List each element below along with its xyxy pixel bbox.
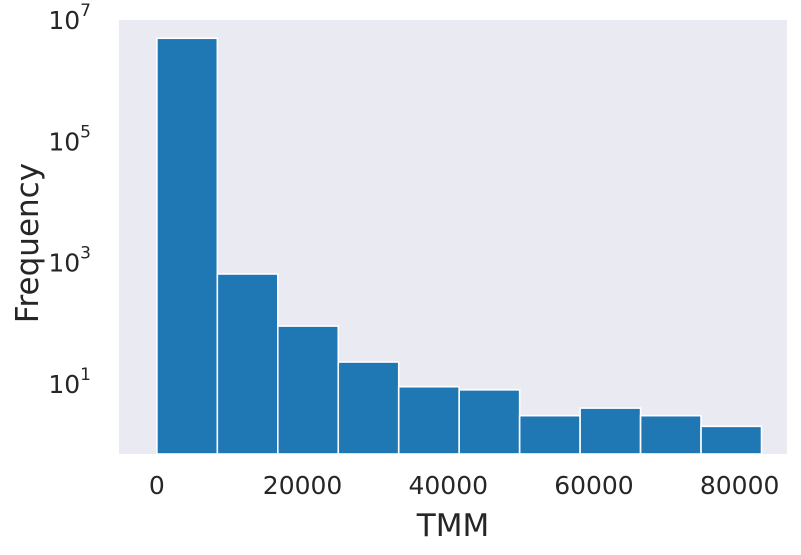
y-axis-ticks: 101 103 105 107 — [48, 1, 91, 399]
x-tick-label: 0 — [149, 471, 165, 500]
y-tick-label: 101 — [48, 365, 91, 399]
x-axis-ticks: 0 20000 40000 60000 80000 — [149, 471, 779, 500]
histogram-bar-5 — [397, 385, 460, 455]
histogram-bar-9 — [639, 414, 702, 455]
histogram-bar-4 — [337, 361, 400, 455]
histogram-bars — [156, 37, 763, 455]
y-axis-label: Frequency — [10, 163, 46, 323]
histogram-bar-3 — [277, 325, 340, 455]
histogram-bar-10 — [700, 425, 763, 455]
x-tick-label: 20000 — [263, 471, 343, 500]
x-axis-label: TMM — [416, 508, 489, 544]
y-tick-label: 105 — [48, 122, 91, 156]
histogram-bar-7 — [518, 414, 581, 455]
x-tick-label: 80000 — [700, 471, 780, 500]
x-tick-label: 40000 — [408, 471, 488, 500]
y-tick-label: 107 — [48, 1, 91, 35]
histogram-bar-1 — [156, 37, 219, 455]
y-tick-label: 103 — [48, 244, 91, 278]
x-tick-label: 60000 — [554, 471, 634, 500]
histogram-bar-2 — [216, 273, 279, 455]
histogram-bar-8 — [579, 407, 642, 455]
histogram-bar-6 — [458, 389, 521, 455]
